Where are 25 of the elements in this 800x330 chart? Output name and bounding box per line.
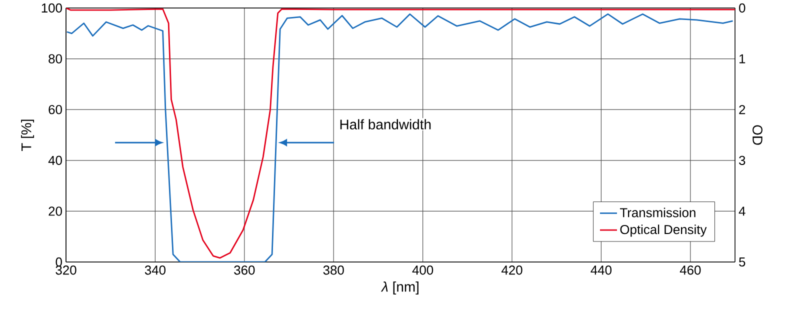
x-tick-label: 360 [234, 266, 255, 275]
y-tick-label: 80 [48, 54, 62, 64]
annotation: Half bandwidth [340, 119, 431, 130]
y-tick-label: 20 [48, 206, 62, 216]
x-tick-label: 380 [323, 266, 344, 275]
x-tick-label: 420 [502, 266, 522, 275]
y2-tick-label: 1 [740, 54, 746, 64]
x-tick-label: 400 [412, 266, 434, 275]
y-tick-label: 100 [42, 3, 62, 13]
x-tick-label: 340 [144, 266, 166, 275]
x-axis-title: λ [nm] [380, 282, 418, 295]
legend-label: Optical Density [620, 224, 707, 237]
y2-tick-label: 3 [739, 156, 746, 165]
y2-tick-label: 5 [739, 257, 746, 267]
y2-tick-label: 4 [738, 206, 746, 216]
x-tick-label: 440 [590, 266, 612, 275]
x-tick-label: 320 [56, 266, 76, 275]
y-axis-title: T [%] [21, 120, 34, 151]
y2-tick-label: 2 [739, 105, 746, 114]
legend-label: Transmission [620, 208, 696, 218]
x-tick-label: 460 [680, 266, 701, 275]
y-tick-label: 60 [48, 105, 62, 114]
y2-axis-title: OD [752, 125, 762, 145]
y2-tick-label: 0 [739, 3, 746, 13]
y-tick-label: 40 [48, 156, 62, 165]
